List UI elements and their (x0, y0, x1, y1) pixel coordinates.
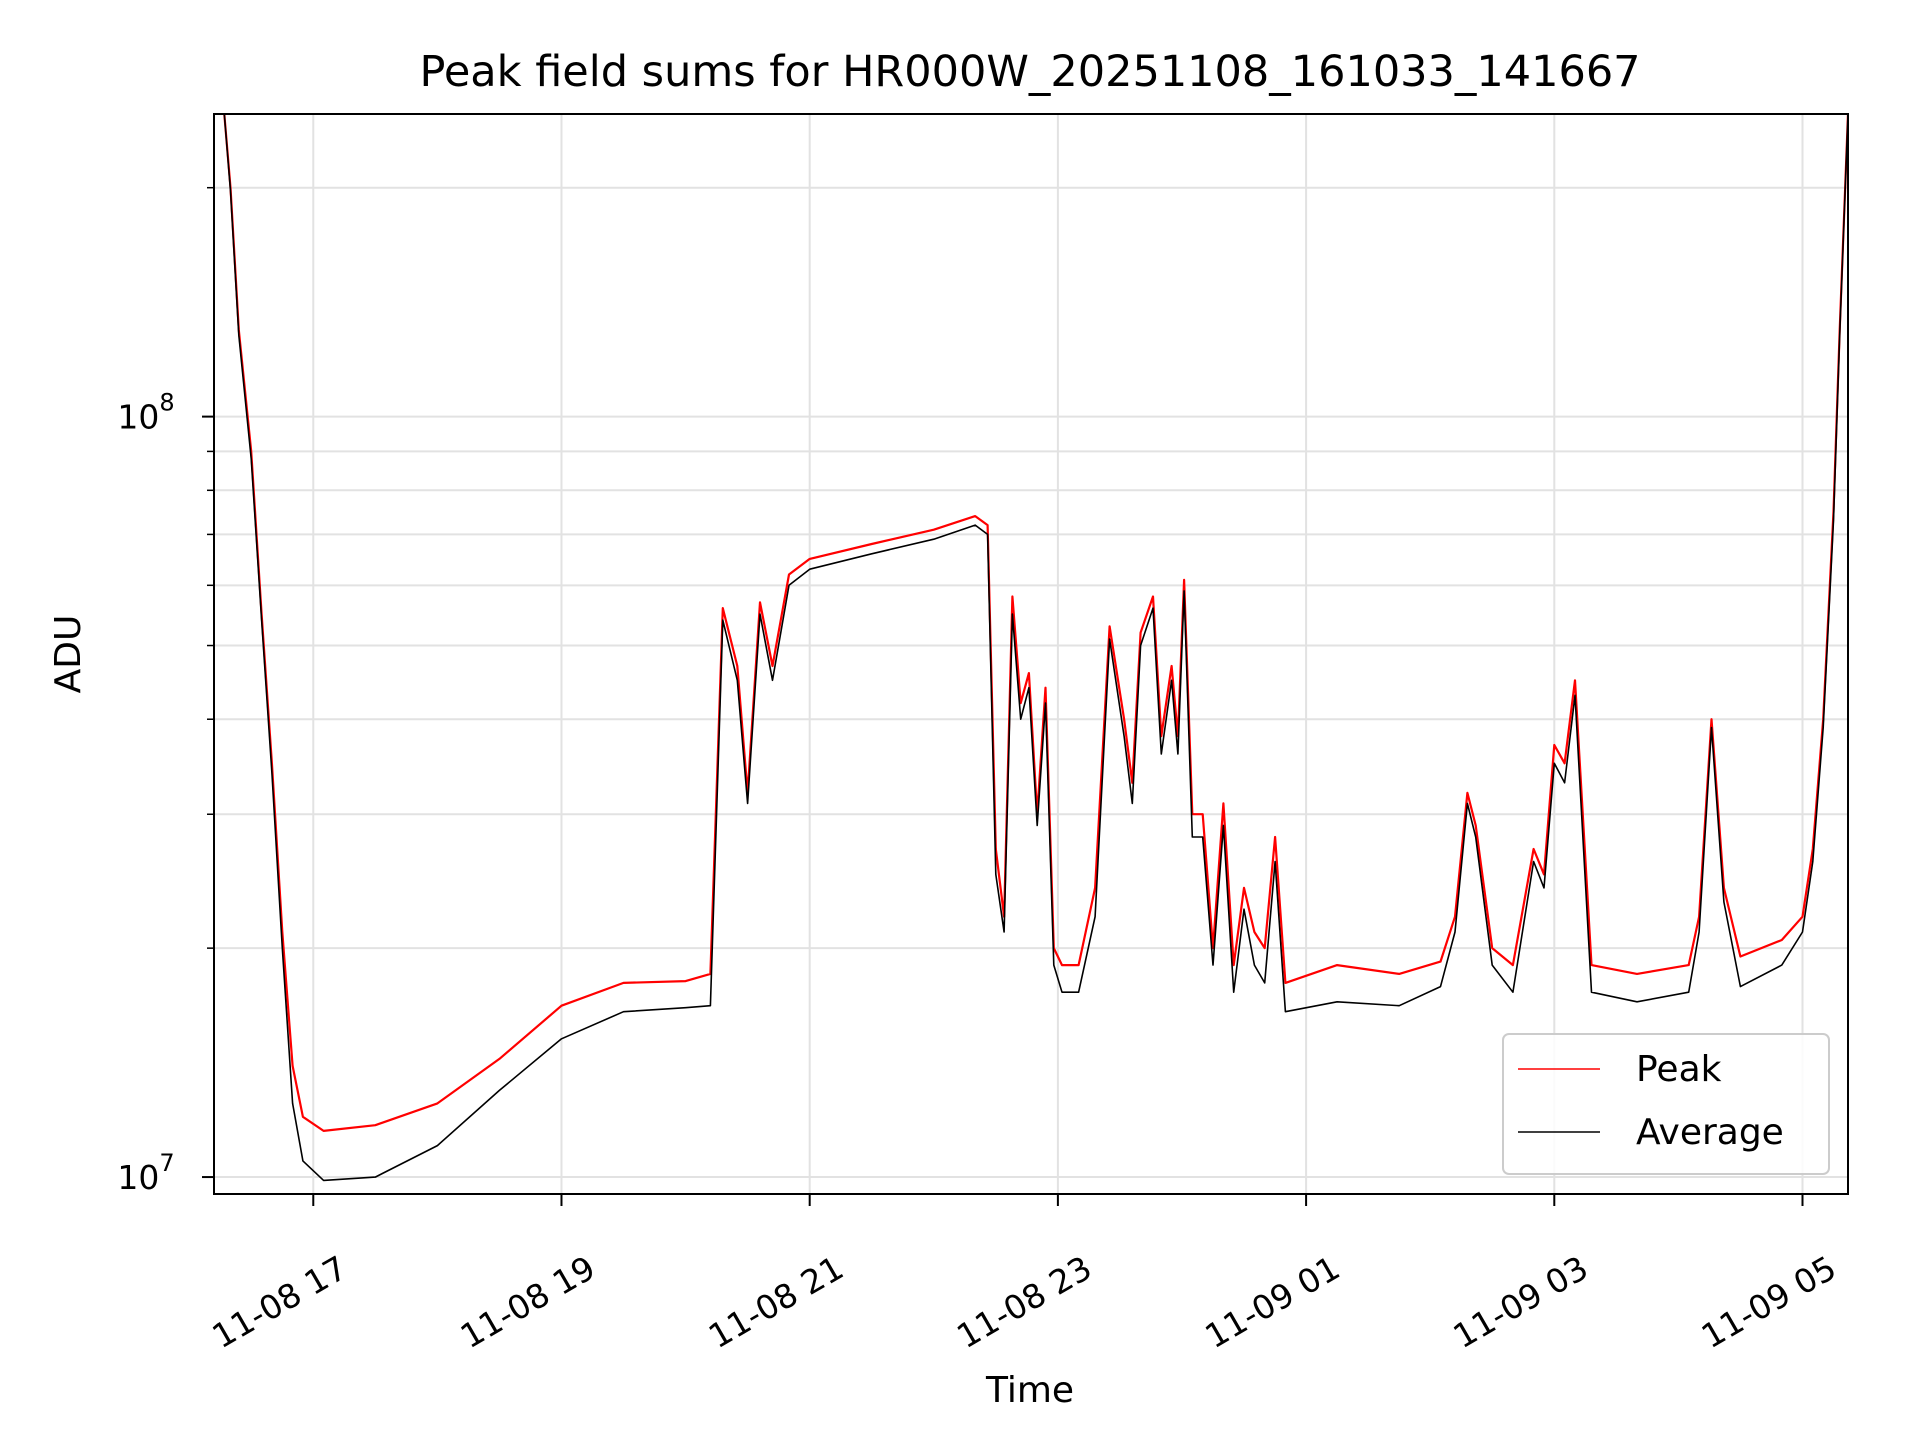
x-tick-label: 11-08 19 (454, 1248, 602, 1356)
x-tick-label: 11-09 05 (1695, 1248, 1843, 1356)
legend: Peak Average (1502, 1033, 1830, 1175)
y-tick-exponent: 8 (159, 389, 174, 417)
y-tick-exponent: 7 (159, 1149, 174, 1177)
y-axis-label: ADU (48, 615, 89, 694)
x-tick-label: 11-08 21 (702, 1248, 850, 1356)
series-line-peak (223, 114, 1848, 1132)
legend-label-peak: Peak (1636, 1049, 1722, 1090)
plot-frame (213, 113, 1849, 1195)
legend-label-average: Average (1636, 1112, 1784, 1153)
y-tick-base: 10 (117, 1158, 159, 1197)
x-axis: 11-08 17 11-08 19 11-08 21 11-08 23 11-09 01… (206, 1194, 1843, 1356)
x-axis-label: Time (985, 1370, 1074, 1411)
y-tick-label: 107 (117, 1149, 174, 1197)
chart-title: Peak field sums for HR000W_20251108_1610… (419, 47, 1640, 97)
y-tick-base: 10 (117, 398, 159, 437)
x-tick-label: 11-08 23 (950, 1248, 1098, 1356)
grid (214, 114, 1848, 1194)
plot-area (223, 114, 1848, 1182)
x-tick-label: 11-09 01 (1198, 1248, 1346, 1356)
y-tick-label: 108 (117, 389, 174, 437)
series-line-average (223, 114, 1848, 1182)
x-tick-label: 11-09 03 (1447, 1248, 1595, 1356)
x-tick-label: 11-08 17 (206, 1248, 354, 1356)
